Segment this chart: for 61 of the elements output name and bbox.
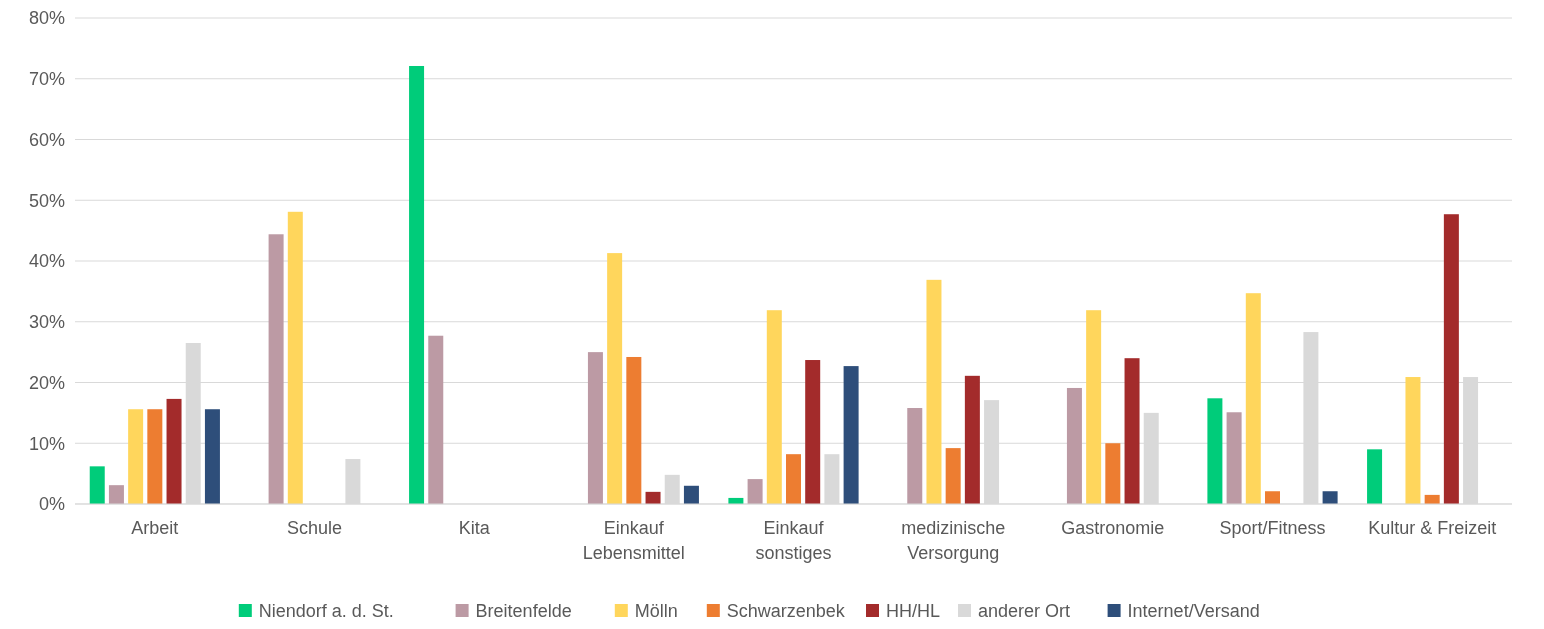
- bar: [683, 485, 699, 504]
- bar: [166, 398, 182, 504]
- x-tick-label: Einkauf sonstiges: [755, 518, 832, 563]
- bar: [108, 485, 124, 504]
- bar: [287, 211, 303, 504]
- x-tick-label: Schule: [286, 518, 343, 538]
- y-tick-label: 30%: [28, 312, 65, 333]
- bar: [1086, 310, 1102, 504]
- bar: [204, 409, 220, 504]
- bar: [409, 65, 425, 504]
- bar: [147, 409, 163, 504]
- legend-label: HH/HL: [886, 601, 941, 621]
- y-tick-label: 70%: [28, 69, 65, 90]
- x-tick-label: Einkauf Lebensmittel: [582, 518, 685, 563]
- bar: [1245, 293, 1261, 504]
- bar: [1207, 398, 1223, 504]
- bar: [907, 408, 923, 504]
- y-tick-label: 80%: [28, 8, 65, 29]
- x-tick-label: Gastronomie: [1061, 518, 1165, 538]
- x-tick-label: Kultur & Freizeit: [1368, 518, 1497, 538]
- legend-label: Internet/Versand: [1127, 601, 1260, 621]
- bar: [1066, 387, 1082, 504]
- y-tick-label: 40%: [28, 251, 65, 272]
- bar: [1124, 358, 1140, 504]
- bar: [645, 491, 661, 504]
- bar: [1226, 412, 1242, 504]
- bar: [626, 356, 642, 504]
- bar: [607, 253, 623, 504]
- bar: [945, 448, 961, 504]
- bar: [747, 479, 763, 504]
- y-tick-label: 10%: [28, 433, 65, 454]
- legend-label: Niendorf a. d. St.: [258, 601, 394, 621]
- x-tick-label: Sport/Fitness: [1219, 518, 1326, 538]
- legend-label: Schwarzenbek: [726, 601, 846, 621]
- bar: [1322, 491, 1338, 504]
- y-tick-label: 0%: [38, 494, 65, 515]
- bar: [1105, 443, 1121, 504]
- bar: [89, 466, 105, 504]
- x-tick-label: medizinische Versorgung: [901, 518, 1006, 563]
- bar: [805, 360, 821, 504]
- bar: [766, 310, 782, 504]
- bar: [1443, 214, 1459, 504]
- x-tick-label: Kita: [458, 518, 491, 538]
- bar: [1265, 491, 1280, 504]
- bar: [428, 335, 444, 504]
- y-tick-label: 60%: [28, 129, 65, 150]
- bar: [1405, 377, 1421, 504]
- y-tick-label: 20%: [28, 372, 65, 393]
- bar: [1367, 449, 1383, 504]
- bar: [964, 375, 980, 504]
- bar: [268, 234, 284, 504]
- bar: [926, 279, 942, 504]
- x-tick-label: Arbeit: [131, 518, 179, 538]
- legend-label: Breitenfelde: [475, 601, 572, 621]
- bar: [786, 454, 801, 504]
- bar: [587, 352, 603, 504]
- y-tick-label: 50%: [28, 190, 65, 211]
- legend-label: anderer Ort: [978, 601, 1071, 621]
- bar: [843, 366, 859, 504]
- bar: [128, 409, 144, 504]
- legend-label: Mölln: [634, 601, 678, 621]
